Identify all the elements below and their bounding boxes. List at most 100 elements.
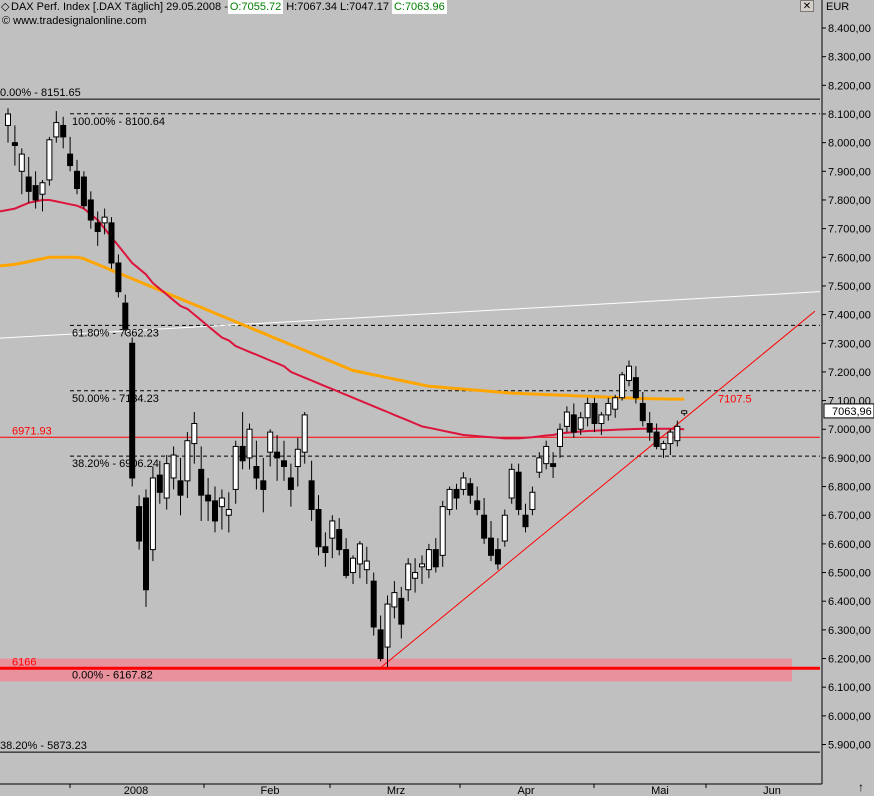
candle-up: [405, 563, 412, 591]
candle-up: [577, 417, 584, 430]
candle-up: [446, 488, 453, 510]
candle-down: [136, 506, 143, 542]
candle-down: [343, 549, 350, 576]
candle-down: [60, 124, 67, 138]
close-value: C:7063.96: [391, 0, 447, 14]
candle-up: [267, 431, 274, 453]
scroll-up-arrow-icon[interactable]: ↑: [858, 780, 864, 794]
x-tick-label: Apr: [517, 785, 534, 796]
fib-level-label: 61.80% - 7362.23: [72, 327, 159, 339]
white-trendline: [0, 291, 821, 339]
close-icon: ✕: [802, 1, 812, 12]
x-tick-label: Jun: [763, 785, 781, 796]
candle-down: [632, 377, 639, 399]
x-tick-label: Mrz: [387, 785, 405, 796]
source-text: © www.tradesignalonline.com: [2, 15, 147, 27]
y-tick-label: 7.900,00: [828, 166, 871, 178]
candle-up: [350, 557, 356, 574]
candle-down: [370, 580, 377, 628]
y-tick-label: 8.100,00: [828, 109, 871, 121]
candle-down: [287, 477, 294, 490]
candle-down: [239, 445, 246, 462]
candle-down: [522, 514, 529, 528]
x-tick-label: 2008: [124, 785, 148, 796]
unit-label: EUR: [826, 1, 850, 13]
candles-layer: [5, 108, 688, 668]
chart-header: ◇ DAX Perf. Index [.DAX Täglich] 29.05.20…: [0, 0, 447, 14]
y-tick-label: 7.400,00: [828, 310, 871, 322]
candle-up: [39, 182, 46, 195]
support-band-layer: [0, 658, 792, 682]
candle-down: [25, 176, 32, 192]
candle-down: [198, 468, 205, 496]
low-value: L:7047.17: [340, 1, 389, 13]
y-tick-label: 7.800,00: [828, 195, 871, 207]
candle-up: [246, 428, 253, 459]
chart-labels-layer: 0.00% - 8151.65 100.00% - 8100.64 61.80% -…: [0, 87, 752, 752]
candle-down: [481, 514, 488, 539]
candle-up: [163, 463, 170, 499]
candle-down: [377, 629, 384, 660]
candle-down: [108, 222, 115, 264]
candle-down: [129, 342, 136, 479]
last-price-box: [823, 403, 874, 419]
candle-down: [639, 402, 646, 422]
y-tick-label: 8.000,00: [828, 138, 871, 150]
candle-down: [67, 153, 74, 167]
candle-down: [474, 500, 481, 510]
y-tick-label: 8.300,00: [828, 52, 871, 64]
candle-up: [225, 508, 232, 516]
candle-up: [363, 560, 370, 571]
y-tick-label: 8.200,00: [828, 80, 871, 92]
candle-up: [184, 440, 191, 482]
candle-up: [674, 425, 681, 442]
candle-down: [74, 170, 80, 189]
candle-up: [18, 153, 25, 172]
candle-down: [274, 451, 281, 459]
close-button[interactable]: ✕: [800, 0, 814, 12]
candle-down: [467, 483, 474, 496]
y-tick-label: 6.400,00: [828, 596, 871, 608]
candle-up: [356, 543, 363, 565]
candle-up: [5, 113, 11, 126]
candle-down: [122, 302, 129, 330]
x-tick-label: Mai: [651, 785, 669, 796]
candle-up: [53, 122, 60, 138]
candle-down: [253, 465, 260, 479]
y-tick-label: 6.500,00: [828, 568, 871, 580]
candle-down: [143, 497, 149, 591]
open-value: O:7055.72: [227, 0, 284, 14]
candle-up: [425, 549, 432, 571]
candle-down: [281, 460, 287, 467]
red-trendline: [380, 310, 816, 669]
x-tick-label: Feb: [261, 785, 280, 796]
y-tick-label: 7.000,00: [828, 424, 871, 436]
candle-down: [550, 463, 557, 467]
price-level-label: 6166: [12, 656, 36, 668]
y-tick-label: 6.000,00: [828, 711, 871, 723]
candle-up: [294, 448, 301, 467]
fib-level-label: 100.00% - 8100.64: [72, 116, 165, 128]
candle-down: [177, 480, 184, 496]
candle-down: [156, 474, 163, 493]
fib-level-label: 0.00% - 6167.82: [72, 670, 153, 682]
y-tick-label: 6.100,00: [828, 682, 871, 694]
fib-level-label: 0.00% - 8151.65: [0, 87, 81, 99]
candle-down: [32, 185, 39, 201]
y-tick-label: 8.400,00: [828, 23, 871, 35]
candle-up: [501, 514, 508, 542]
candle-up: [667, 431, 674, 445]
candle-down: [94, 222, 101, 232]
candle-up: [170, 454, 177, 479]
candle-down: [432, 549, 439, 568]
candle-up: [419, 563, 425, 568]
candle-up: [660, 443, 667, 450]
y-tick-label: 7.200,00: [828, 367, 871, 379]
candle-down: [646, 423, 653, 433]
fib-level-label: 38.20% - 6906.24: [72, 458, 159, 470]
candle-up: [329, 520, 336, 539]
y-tick-label: 6.600,00: [828, 539, 871, 551]
candle-up: [584, 402, 591, 419]
